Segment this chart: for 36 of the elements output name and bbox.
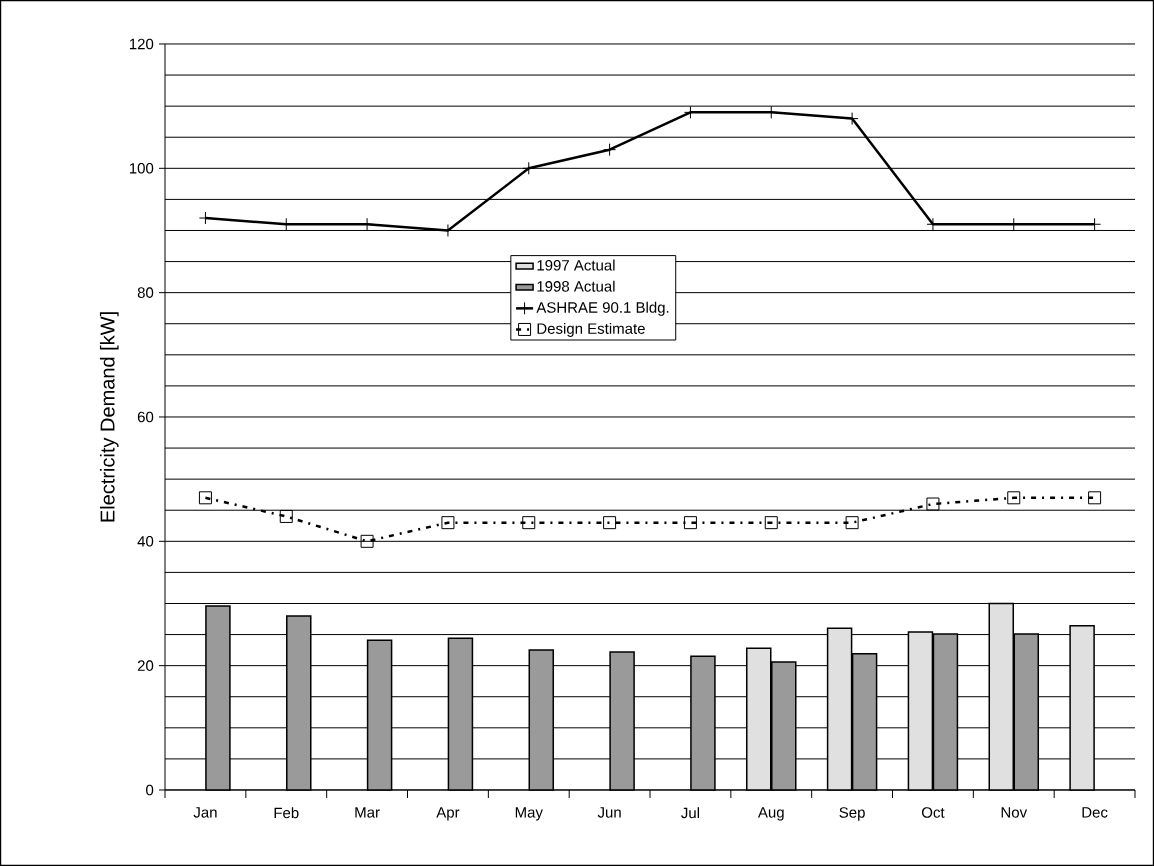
x-tick-label: May: [515, 807, 543, 821]
y-tick-label: 60: [137, 411, 154, 423]
point: [1088, 491, 1102, 505]
point: [603, 516, 617, 530]
legend-label: Design Estimate: [537, 322, 645, 337]
legend-label: 1998 Actual: [537, 280, 615, 292]
y-tick-label: 20: [137, 660, 154, 671]
point: [360, 534, 374, 548]
x-tick-label: Nov: [1001, 807, 1028, 818]
point: [441, 516, 455, 530]
x-tick-label: Aug: [757, 807, 784, 821]
point: [279, 509, 293, 523]
x-tick-label: Jul: [681, 807, 700, 819]
x-tick-label: Apr: [436, 807, 460, 821]
point: [926, 497, 940, 511]
x-tick-label: Oct: [921, 807, 945, 818]
x-tick-label: Sep: [839, 807, 865, 821]
point: [522, 516, 536, 530]
y-axis-title: Electricity Demand [kW]: [99, 312, 119, 522]
point: [764, 516, 778, 530]
x-tick-label: Dec: [1082, 807, 1108, 818]
point: [1007, 491, 1021, 505]
y-tick-label: 80: [137, 287, 154, 298]
point: [845, 516, 859, 530]
legend-label: ASHRAE 90.1 Bldg.: [536, 301, 669, 316]
point: [198, 491, 212, 505]
y-tick-label: 0: [146, 784, 154, 796]
x-tick-label: Feb: [274, 807, 299, 819]
point: [683, 516, 697, 530]
legend-label: 1997 Actual: [537, 259, 615, 271]
x-tick-label: Jun: [597, 807, 621, 818]
x-tick-label: Jan: [193, 807, 217, 818]
y-tick-label: 40: [137, 536, 154, 547]
y-tick-label: 100: [129, 163, 154, 174]
y-tick-label: 120: [129, 38, 154, 50]
x-tick-label: Mar: [355, 807, 380, 818]
